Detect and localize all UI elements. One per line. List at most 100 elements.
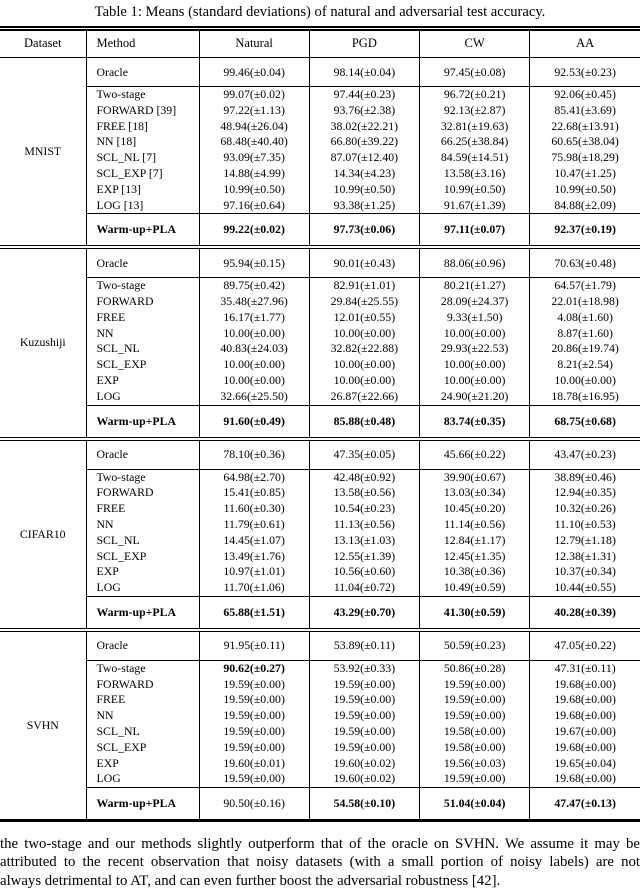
value-cell: 92.53(±0.23) (529, 57, 640, 87)
value-cell: 9.33(±1.50) (418, 309, 530, 326)
value-cell: 10.00(±0.00) (198, 325, 310, 342)
value-cell: 10.45(±0.20) (418, 501, 530, 517)
value-cell: 10.99(±0.50) (529, 181, 640, 198)
value-cell: 87.07(±12.40) (308, 150, 420, 166)
value-cell: 19.59(±0.00) (308, 723, 420, 740)
value-cell: 70.63(±0.48) (529, 247, 640, 279)
value-cell: 13.49(±1.76) (198, 548, 310, 565)
value-cell: 32.82(±22.88) (308, 341, 420, 358)
dataset-label: CIFAR10 (19, 526, 66, 541)
table-row: SCL_EXP [7] 14.88(±4.99) 14.34(±4.23) 13.58… (0, 165, 640, 182)
value-cell: 89.75(±0.42) (198, 277, 310, 295)
value-cell: 13.58(±0.56) (308, 485, 420, 502)
value-cell: 10.47(±1.25) (529, 165, 640, 182)
value-cell: 40.28(±0.39) (529, 596, 640, 630)
table-row: NN 10.00(±0.00) 10.00(±0.00) 10.00(±0.00) 8.… (0, 325, 640, 342)
table-row: Warm-up+PLA 91.60(±0.49) 85.88(±0.48) 83.74… (0, 405, 640, 439)
method-name: Warm-up+PLA (85, 213, 199, 248)
value-cell: 12.01(±0.55) (308, 309, 420, 326)
method-name: SCL_NL (85, 532, 199, 549)
value-cell: 19.59(±0.00) (418, 708, 530, 724)
value-cell: 12.45(±1.35) (418, 548, 530, 565)
method-name: NN [18] (85, 134, 199, 151)
value-cell: 13.13(±1.03) (308, 532, 420, 549)
value-cell: 97.11(±0.07) (418, 213, 530, 248)
value-cell: 19.68(±0.00) (529, 676, 640, 693)
value-cell: 90.50(±0.16) (198, 787, 310, 821)
value-cell: 38.02(±22.21) (308, 118, 420, 135)
col-header-natural: Natural (198, 26, 310, 58)
value-cell: 92.06(±0.45) (529, 86, 640, 103)
method-name: FORWARD (85, 294, 199, 310)
value-cell: 24.90(±21.20) (418, 388, 530, 406)
value-cell: 75.98(±18.29) (529, 150, 640, 166)
results-table: Dataset Method Natural PGD CW AA MNIST Or… (0, 26, 640, 822)
value-cell: 91.95(±0.11) (198, 629, 310, 661)
table-row: FORWARD 15.41(±0.85) 13.58(±0.56) 13.03(±0.… (0, 485, 640, 502)
table-row: SCL_NL 40.83(±24.03) 32.82(±22.88) 29.93(±2… (0, 341, 640, 358)
value-cell: 10.00(±0.00) (418, 372, 530, 389)
table-row: SVHN Oracle 91.95(±0.11) 53.89(±0.11) 50.59(… (0, 629, 640, 732)
method-name: NN (85, 708, 199, 724)
value-cell: 97.44(±0.23) (308, 86, 420, 103)
value-cell: 10.32(±0.26) (529, 501, 640, 517)
table-row: Warm-up+PLA 65.88(±1.51) 43.29(±0.70) 41.30… (0, 596, 640, 630)
value-cell: 19.68(±0.00) (529, 771, 640, 789)
value-cell: 19.59(±0.00) (308, 692, 420, 709)
value-cell: 97.16(±0.64) (198, 197, 310, 215)
table-row: FREE 11.60(±0.30) 10.54(±0.23) 10.45(±0.20)… (0, 501, 640, 517)
value-cell: 14.34(±4.23) (308, 165, 420, 182)
value-cell: 14.88(±4.99) (198, 165, 310, 182)
method-name: NN (85, 516, 199, 533)
value-cell: 47.05(±0.22) (529, 629, 640, 661)
value-cell: 80.21(±1.27) (418, 277, 530, 295)
value-cell: 41.30(±0.59) (418, 596, 530, 630)
table-row: SCL_NL 19.59(±0.00) 19.59(±0.00) 19.58(±0.0… (0, 723, 640, 740)
value-cell: 11.60(±0.30) (198, 501, 310, 517)
table-row: NN 19.59(±0.00) 19.59(±0.00) 19.59(±0.00) 19… (0, 708, 640, 724)
value-cell: 12.38(±1.31) (529, 548, 640, 565)
method-name: EXP (85, 564, 199, 580)
method-name: SCL_EXP [7] (85, 165, 199, 182)
method-name: Warm-up+PLA (85, 787, 199, 821)
body-text-line-2: attributed to the recent observation tha… (0, 854, 640, 871)
table-row: NN 11.79(±0.61) 11.13(±0.56) 11.14(±0.56) 11… (0, 516, 640, 533)
value-cell: 10.54(±0.23) (308, 501, 420, 517)
value-cell: 32.81(±19.63) (418, 118, 530, 135)
value-cell: 68.48(±40.40) (198, 134, 310, 151)
value-cell: 43.47(±0.23) (529, 438, 640, 470)
value-cell: 53.92(±0.33) (308, 660, 420, 677)
value-cell: 10.99(±0.50) (308, 181, 420, 198)
method-name: Oracle (85, 57, 199, 87)
value-cell: 12.79(±1.18) (529, 532, 640, 549)
method-name: Two-stage (85, 469, 199, 486)
table-row: SCL_EXP 13.49(±1.76) 12.55(±1.39) 12.45(±1.… (0, 548, 640, 565)
value-cell: 85.88(±0.48) (308, 405, 420, 439)
table-row: EXP 19.60(±0.01) 19.60(±0.02) 19.56(±0.03) 1… (0, 755, 640, 772)
table-row: FORWARD 19.59(±0.00) 19.59(±0.00) 19.59(±0.… (0, 676, 640, 693)
value-cell: 10.97(±1.01) (198, 564, 310, 580)
table-row: SCL_NL [7] 93.09(±7.35) 87.07(±12.40) 84.59… (0, 150, 640, 166)
body-text-line-1: the two-stage and our methods slightly o… (0, 836, 640, 852)
value-cell: 99.46(±0.04) (198, 57, 310, 87)
method-name: SCL_NL [7] (85, 150, 199, 166)
method-name: SCL_EXP (85, 357, 199, 373)
table-row: NN [18] 68.48(±40.40) 66.80(±39.22) 66.25(±… (0, 134, 640, 151)
value-cell: 35.48(±27.96) (198, 294, 310, 310)
table-row: EXP 10.00(±0.00) 10.00(±0.00) 10.00(±0.00) 1… (0, 372, 640, 389)
value-cell: 92.37(±0.19) (529, 213, 640, 248)
method-name: LOG [13] (85, 197, 199, 215)
value-cell: 11.79(±0.61) (198, 516, 310, 533)
value-cell: 47.35(±0.05) (308, 438, 420, 470)
value-cell: 11.13(±0.56) (308, 516, 420, 533)
value-cell: 19.65(±0.04) (529, 755, 640, 772)
value-cell: 28.09(±24.37) (418, 294, 530, 310)
method-name: SCL_NL (85, 723, 199, 740)
table-row: Kuzushiji Oracle 95.94(±0.15) 90.01(±0.43) 8… (0, 247, 640, 349)
table-row: MNIST Oracle 99.46(±0.04) 98.14(±0.04) 97.45… (0, 57, 640, 158)
value-cell: 19.59(±0.00) (308, 708, 420, 724)
table-row: EXP 10.97(±1.01) 10.56(±0.60) 10.38(±0.36) 1… (0, 564, 640, 580)
dataset-label: Kuzushiji (19, 335, 66, 350)
table-row: SCL_EXP 10.00(±0.00) 10.00(±0.00) 10.00(±0.… (0, 357, 640, 373)
method-name: FORWARD [39] (85, 102, 199, 119)
